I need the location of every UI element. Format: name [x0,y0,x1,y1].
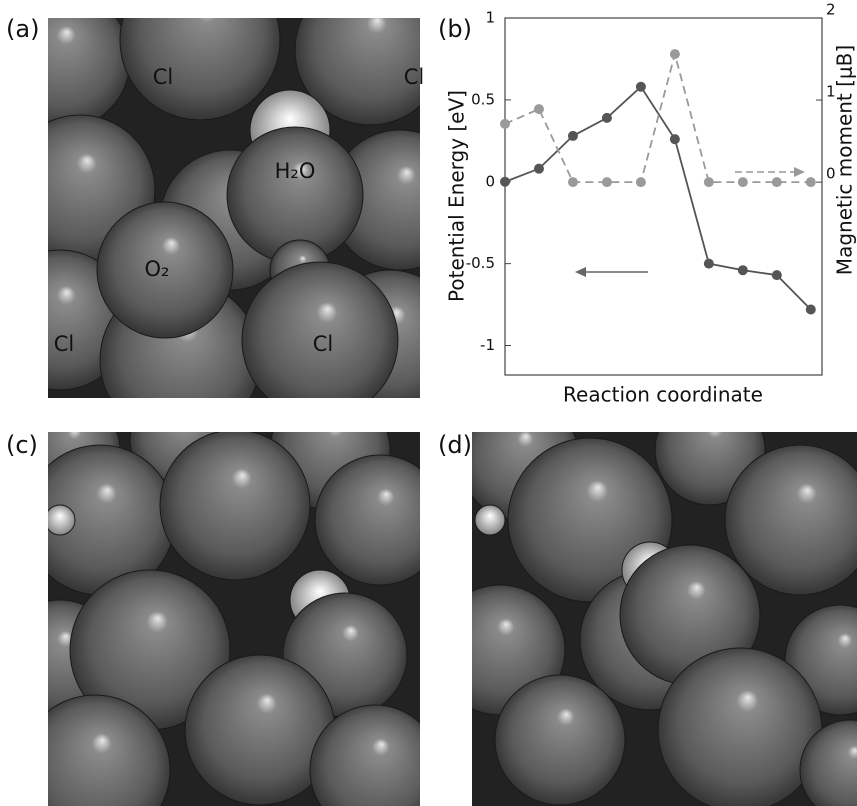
figure: (a) (b) (c) (d) Cl Cl H₂O O₂ Cl Cl React… [0,0,857,806]
atom-label: Cl [313,332,334,356]
data-point [806,177,816,187]
atom-label: O₂ [145,257,170,281]
atom-sphere [658,648,822,806]
chart: Reaction coordinate Potential Energy [eV… [445,1,857,407]
data-point [602,113,612,123]
data-point [670,134,680,144]
data-point [636,82,646,92]
atom-sphere [495,675,625,805]
y2-tick-label: 2 [826,1,836,19]
y-tick-label: -0.5 [466,254,495,272]
data-point [738,177,748,187]
data-point [500,119,510,129]
data-point [704,177,714,187]
panel-label: (c) [6,431,38,459]
atom-sphere [160,430,310,580]
atom-sphere [315,455,445,585]
y-tick-label: 1 [485,9,495,27]
data-point [738,265,748,275]
data-point [772,177,782,187]
data-point [636,177,646,187]
data-point [534,164,544,174]
panel-a-image [0,0,470,440]
y2-tick-label: 1 [826,83,836,101]
plot-frame [505,18,822,375]
data-point [704,259,714,269]
y-tick-label: -1 [480,336,495,354]
atom-label: Cl [54,332,75,356]
data-point [670,49,680,59]
panel-c-image [0,390,445,806]
data-point [772,270,782,280]
data-point [500,177,510,187]
atom-label: Cl [404,65,425,89]
y2-axis-label: Magnetic moment [μB] [833,45,857,275]
series-line [505,54,811,182]
panel-label: (d) [438,431,472,459]
y2-tick-label: 0 [826,165,836,183]
x-axis-label: Reaction coordinate [563,383,763,407]
data-point [806,304,816,314]
panel-label: (a) [6,15,39,43]
data-point [568,131,578,141]
panel-label: (b) [438,15,472,43]
y-tick-label: 0.5 [471,90,495,108]
atom-label: Cl [153,65,174,89]
panel-d-image [435,395,857,806]
atom-sphere [475,505,505,535]
atom-label: H₂O [275,159,316,183]
arrow-head [794,167,805,177]
data-point [568,177,578,187]
y-tick-label: 0 [485,172,495,190]
data-point [534,104,544,114]
arrow-head [575,267,586,277]
data-point [602,177,612,187]
atom-sphere [45,505,75,535]
